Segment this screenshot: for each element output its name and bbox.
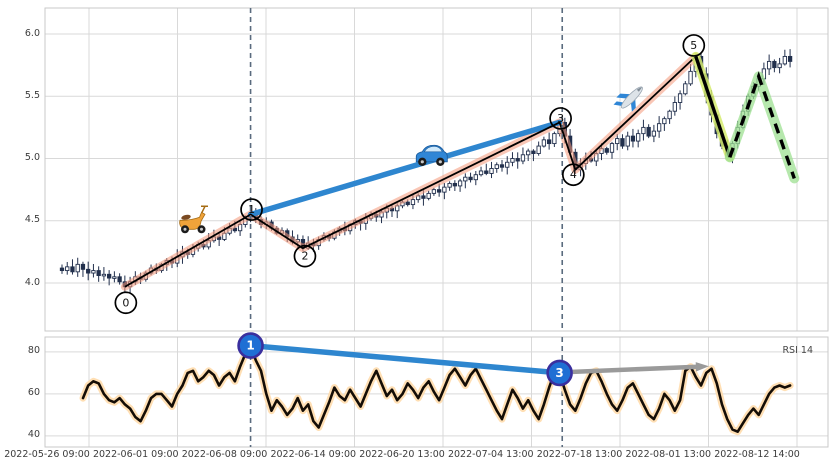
wave-point-5: 5 — [682, 34, 706, 57]
wave-point-0: 0 — [114, 291, 138, 315]
rsi-y-tick-label: 80 — [27, 345, 40, 357]
x-tick-label: 2022-06-08 09:00 — [181, 449, 268, 460]
wave-point-4: 4 — [561, 163, 585, 187]
rsi-marker-1: 1 — [237, 332, 264, 359]
svg-text:4: 4 — [570, 168, 577, 181]
rsi-marker-3: 3 — [546, 359, 573, 387]
x-tick-label: 2022-07-04 13:00 — [447, 449, 534, 460]
price-y-tick-label: 5.5 — [24, 89, 40, 101]
price-y-tick-label: 5.0 — [24, 152, 40, 164]
x-tick-label: 2022-06-01 09:00 — [92, 449, 179, 460]
price-y-tick-label: 4.5 — [24, 214, 40, 226]
wave-point-1: 1 — [240, 198, 263, 221]
rsi-y-tick-label: 60 — [27, 387, 40, 399]
wave-point-3: 3 — [549, 107, 572, 130]
scooter-icon — [179, 205, 208, 234]
price-y-tick-label: 4.0 — [24, 276, 40, 288]
airplane-icon — [613, 86, 643, 112]
x-tick-label: 2022-08-01 13:00 — [625, 449, 712, 460]
x-tick-label: 2022-06-20 13:00 — [359, 449, 445, 460]
x-tick-label: 2022-05-26 09:00 — [4, 449, 90, 460]
svg-text:5: 5 — [690, 39, 697, 52]
svg-text:2: 2 — [301, 250, 308, 263]
svg-text:1: 1 — [248, 203, 255, 216]
svg-text:0: 0 — [122, 296, 129, 309]
rsi-y-tick-label: 40 — [27, 429, 40, 441]
x-tick-label: 2022-07-18 13:00 — [536, 449, 623, 460]
wave-point-2: 2 — [293, 244, 317, 268]
x-tick-label: 2022-06-14 09:00 — [270, 449, 357, 460]
svg-text:1: 1 — [246, 339, 254, 353]
car-icon — [415, 144, 448, 166]
svg-text:3: 3 — [555, 366, 563, 380]
price-y-tick-label: 6.0 — [24, 27, 40, 39]
x-tick-label: 2022-08-12 14:00 — [714, 449, 800, 460]
svg-text:3: 3 — [557, 112, 564, 125]
rsi-indicator-label: RSI 14 — [782, 345, 813, 356]
